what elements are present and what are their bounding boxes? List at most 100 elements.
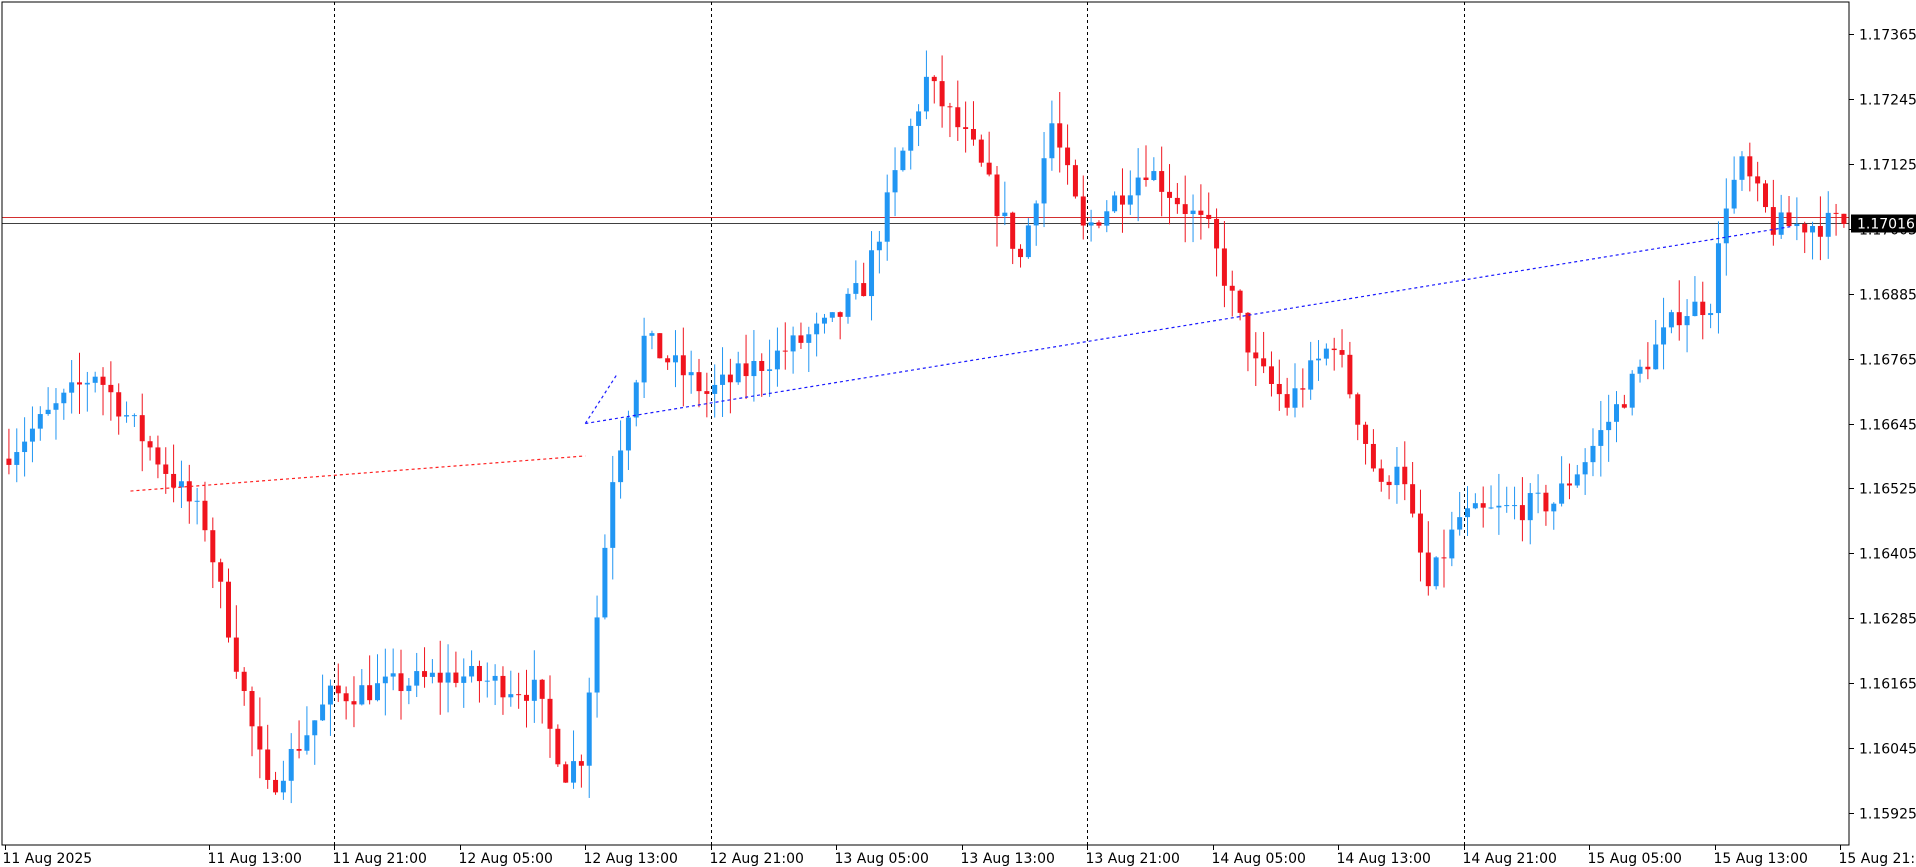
bear-candle [1167,164,1173,225]
bear-candle [1480,486,1486,528]
bull-candle [571,730,577,789]
bull-candle [531,650,537,723]
bear-candle [578,754,584,788]
bear-candle [171,444,177,503]
bear-candle [1010,211,1016,265]
x-tick-label: 13 Aug 21:00 [1086,851,1180,867]
bull-candle [1739,151,1745,191]
bear-candle [704,372,710,418]
bear-candle [994,166,1000,247]
bear-candle [343,686,349,720]
bull-candle [1794,197,1800,241]
bear-candle [931,75,937,104]
bear-candle [1143,145,1149,187]
y-tick-label: 1.16525 [1859,482,1916,498]
bear-candle [351,676,357,728]
bear-candle [798,322,804,349]
bull-candle [853,260,859,300]
trend-line [584,374,618,424]
x-tick-label: 12 Aug 21:00 [710,851,804,867]
bull-candle [1653,319,1659,370]
bear-candle [1378,459,1384,492]
bear-candle [547,675,553,758]
bull-candle [29,406,35,463]
bull-candle [1590,428,1596,477]
bear-candle [1237,289,1243,321]
bear-candle [1363,421,1369,465]
bull-candle [508,670,514,707]
bear-candle [76,352,82,414]
plot-border [1,1,1850,846]
x-tick-label: 11 Aug 13:00 [208,851,302,867]
bull-candle [814,312,820,357]
bull-candle [131,413,137,428]
bull-candle [92,371,98,393]
x-tick-label: 11 Aug 21:00 [333,851,427,867]
bear-candle [1817,196,1823,261]
bull-candle [1033,200,1039,246]
x-tick-label: 14 Aug 13:00 [1337,851,1431,867]
bear-candle [680,327,686,407]
bear-candle [116,383,122,435]
x-tick-label: 11 Aug 2025 [3,851,93,867]
bull-candle [1465,486,1471,536]
bear-candle [218,558,224,609]
bull-candle [1488,485,1494,510]
bear-candle [1182,175,1188,243]
bear-candle [1543,484,1549,526]
bull-candle [445,644,451,713]
bear-candle [539,678,545,724]
bull-candle [900,147,906,172]
bear-candle [249,686,255,757]
bear-candle [1159,146,1165,217]
x-tick-label: 15 Aug 05:00 [1588,851,1682,867]
bear-candle [1245,312,1251,372]
bull-candle [1316,340,1322,381]
bear-candle [1206,192,1212,229]
bull-candle [1457,491,1463,536]
bear-candle [139,393,145,472]
bear-candle [665,355,671,370]
bull-candle [1292,363,1298,418]
bear-candle [108,361,114,421]
bear-candle [210,517,216,589]
bull-candle [916,104,922,147]
bull-candle [492,664,498,706]
x-tick-label: 15 Aug 21:00 [1839,851,1916,867]
bear-candle [273,771,279,795]
bear-candle [476,660,482,703]
bull-candle [288,733,294,804]
bull-candle [304,706,310,755]
bear-candle [500,666,506,715]
bear-candle [1763,180,1769,213]
bear-candle [1214,208,1220,277]
bull-candle [1574,464,1580,488]
x-tick-label: 12 Aug 13:00 [584,851,678,867]
bear-candle [1347,341,1353,399]
bear-candle [1355,392,1361,441]
bull-candle [1041,132,1047,228]
bull-candle [1629,370,1635,416]
bear-candle [1331,337,1337,371]
bull-candle [610,455,616,580]
bull-candle [45,387,51,416]
y-tick-label: 1.17125 [1859,158,1916,174]
bear-candle [657,333,663,359]
bull-candle [712,364,718,418]
bull-candle [688,350,694,394]
bear-candle [1253,332,1259,387]
bull-candle [414,652,420,698]
bear-candle [523,669,529,728]
bear-candle [100,367,106,416]
bear-candle [335,663,341,702]
bull-candle [1527,483,1533,545]
bull-candle [649,330,655,350]
current-price-label: 1.17016 [1857,217,1915,233]
bear-candle [978,134,984,167]
bear-candle [1700,281,1706,340]
bull-candle [884,174,890,261]
bull-candle [1504,486,1510,513]
bull-candle [1104,200,1110,233]
bull-candle [1637,359,1643,383]
bear-candle [1841,213,1847,228]
